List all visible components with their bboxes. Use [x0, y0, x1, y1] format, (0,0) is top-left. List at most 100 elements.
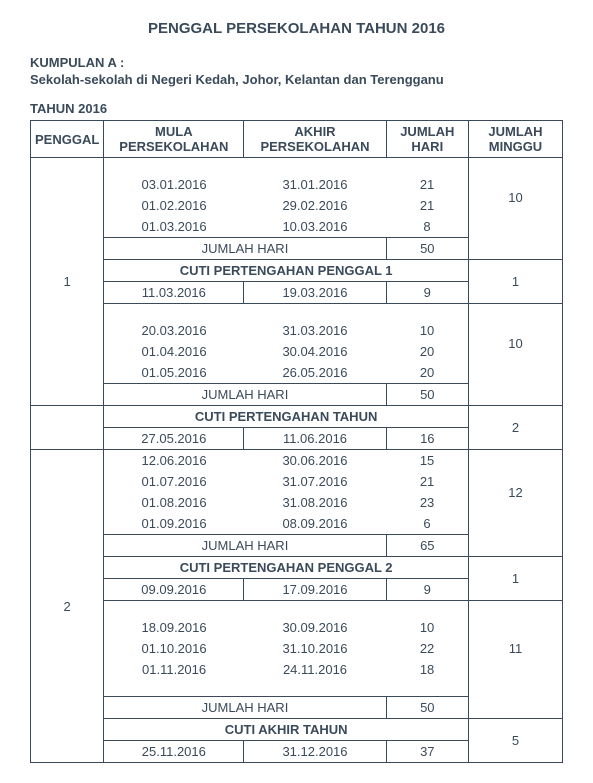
- cell-akhir: 17.09.2016: [244, 579, 386, 601]
- cell-hari: 9: [386, 282, 468, 304]
- cell-akhir: 10.03.2016: [244, 216, 386, 238]
- cell-mula: 01.11.2016: [104, 659, 244, 680]
- th-akhir: AKHIR PERSEKOLAHAN: [244, 121, 386, 158]
- cell-hari: 23: [386, 492, 468, 513]
- cell-mula: 01.07.2016: [104, 471, 244, 492]
- cuti-label: CUTI PERTENGAHAN PENGGAL 2: [104, 557, 469, 579]
- table-row: 11: [31, 601, 563, 618]
- cell-mula: 01.10.2016: [104, 638, 244, 659]
- cell-hari: 16: [386, 428, 468, 450]
- minggu-cell: 10: [468, 158, 562, 238]
- blank: [31, 428, 104, 450]
- cell-akhir: 24.11.2016: [244, 659, 386, 680]
- table-row: CUTI PERTENGAHAN PENGGAL 2 1: [31, 557, 563, 579]
- jumlah-hari-label: JUMLAH HARI: [104, 535, 386, 557]
- table-row: JUMLAH HARI 50: [31, 697, 563, 719]
- cell-akhir: 31.08.2016: [244, 492, 386, 513]
- cell-mula: 27.05.2016: [104, 428, 244, 450]
- table-row: JUMLAH HARI 65: [31, 535, 563, 557]
- spacer: [104, 158, 244, 175]
- spacer: [244, 680, 386, 697]
- cell-hari: 18: [386, 659, 468, 680]
- cell-akhir: 31.07.2016: [244, 471, 386, 492]
- table-row: CUTI PERTENGAHAN PENGGAL 1 1: [31, 260, 563, 282]
- minggu-cell: 1: [468, 557, 562, 601]
- minggu-cell: 1: [468, 260, 562, 304]
- cell-mula: 09.09.2016: [104, 579, 244, 601]
- cell-hari: 20: [386, 362, 468, 384]
- cuti-label: CUTI PERTENGAHAN PENGGAL 1: [104, 260, 469, 282]
- cell-hari: 10: [386, 320, 468, 341]
- cell-mula: 01.09.2016: [104, 513, 244, 535]
- minggu-cell: 10: [468, 304, 562, 384]
- cell-hari: 6: [386, 513, 468, 535]
- cell-akhir: 30.09.2016: [244, 617, 386, 638]
- spacer: [386, 680, 468, 697]
- cell-akhir: 30.06.2016: [244, 450, 386, 472]
- cell-mula: 01.02.2016: [104, 195, 244, 216]
- spacer: [104, 304, 244, 321]
- jumlah-hari-label: JUMLAH HARI: [104, 384, 386, 406]
- spacer: [104, 680, 244, 697]
- tahun-label: TAHUN 2016: [30, 101, 563, 116]
- spacer: [244, 304, 386, 321]
- spacer: [104, 601, 244, 618]
- blank: [468, 384, 562, 406]
- cell-hari: 8: [386, 216, 468, 238]
- cell-mula: 20.03.2016: [104, 320, 244, 341]
- cell-mula: 12.06.2016: [104, 450, 244, 472]
- cell-mula: 03.01.2016: [104, 174, 244, 195]
- cell-mula: 01.08.2016: [104, 492, 244, 513]
- cell-mula: 11.03.2016: [104, 282, 244, 304]
- cell-akhir: 31.12.2016: [244, 741, 386, 763]
- cell-akhir: 08.09.2016: [244, 513, 386, 535]
- cell-hari: 22: [386, 638, 468, 659]
- jumlah-hari-val: 65: [386, 535, 468, 557]
- minggu-cell: 2: [468, 406, 562, 450]
- cell-akhir: 29.02.2016: [244, 195, 386, 216]
- table-row: 1 10: [31, 158, 563, 175]
- th-jminggu: JUMLAH MINGGU: [468, 121, 562, 158]
- blank: [468, 238, 562, 260]
- cell-hari: 9: [386, 579, 468, 601]
- kumpulan-desc: Sekolah-sekolah di Negeri Kedah, Johor, …: [30, 72, 563, 87]
- table-row: CUTI AKHIR TAHUN 5: [31, 719, 563, 741]
- th-penggal: PENGGAL: [31, 121, 104, 158]
- cell-mula: 18.09.2016: [104, 617, 244, 638]
- jumlah-hari-val: 50: [386, 697, 468, 719]
- table-row: JUMLAH HARI 50: [31, 384, 563, 406]
- cell-hari: 21: [386, 471, 468, 492]
- spacer: [244, 601, 386, 618]
- jumlah-hari-val: 50: [386, 384, 468, 406]
- minggu-cell: 11: [468, 601, 562, 697]
- cell-akhir: 30.04.2016: [244, 341, 386, 362]
- jumlah-hari-label: JUMLAH HARI: [104, 238, 386, 260]
- jumlah-hari-label: JUMLAH HARI: [104, 697, 386, 719]
- th-jhari: JUMLAH HARI: [386, 121, 468, 158]
- table-row: JUMLAH HARI 50: [31, 238, 563, 260]
- cell-mula: 01.03.2016: [104, 216, 244, 238]
- spacer: [386, 601, 468, 618]
- table-row: 2 12.06.2016 30.06.2016 15 12: [31, 450, 563, 472]
- blank: [468, 697, 562, 719]
- page-title: PENGGAL PERSEKOLAHAN TAHUN 2016: [30, 20, 563, 37]
- cell-hari: 37: [386, 741, 468, 763]
- cell-akhir: 11.06.2016: [244, 428, 386, 450]
- cell-akhir: 31.01.2016: [244, 174, 386, 195]
- cuti-label: CUTI PERTENGAHAN TAHUN: [104, 406, 469, 428]
- cell-akhir: 31.10.2016: [244, 638, 386, 659]
- spacer: [386, 158, 468, 175]
- cell-hari: 21: [386, 195, 468, 216]
- cell-hari: 21: [386, 174, 468, 195]
- header-row: PENGGAL MULA PERSEKOLAHAN AKHIR PERSEKOL…: [31, 121, 563, 158]
- minggu-cell: 5: [468, 719, 562, 763]
- cell-akhir: 19.03.2016: [244, 282, 386, 304]
- cell-akhir: 31.03.2016: [244, 320, 386, 341]
- penggal-cell: 2: [31, 450, 104, 763]
- spacer: [386, 304, 468, 321]
- minggu-cell: 12: [468, 450, 562, 535]
- spacer: [244, 158, 386, 175]
- table-row: 10: [31, 304, 563, 321]
- cell-hari: 15: [386, 450, 468, 472]
- cell-akhir: 26.05.2016: [244, 362, 386, 384]
